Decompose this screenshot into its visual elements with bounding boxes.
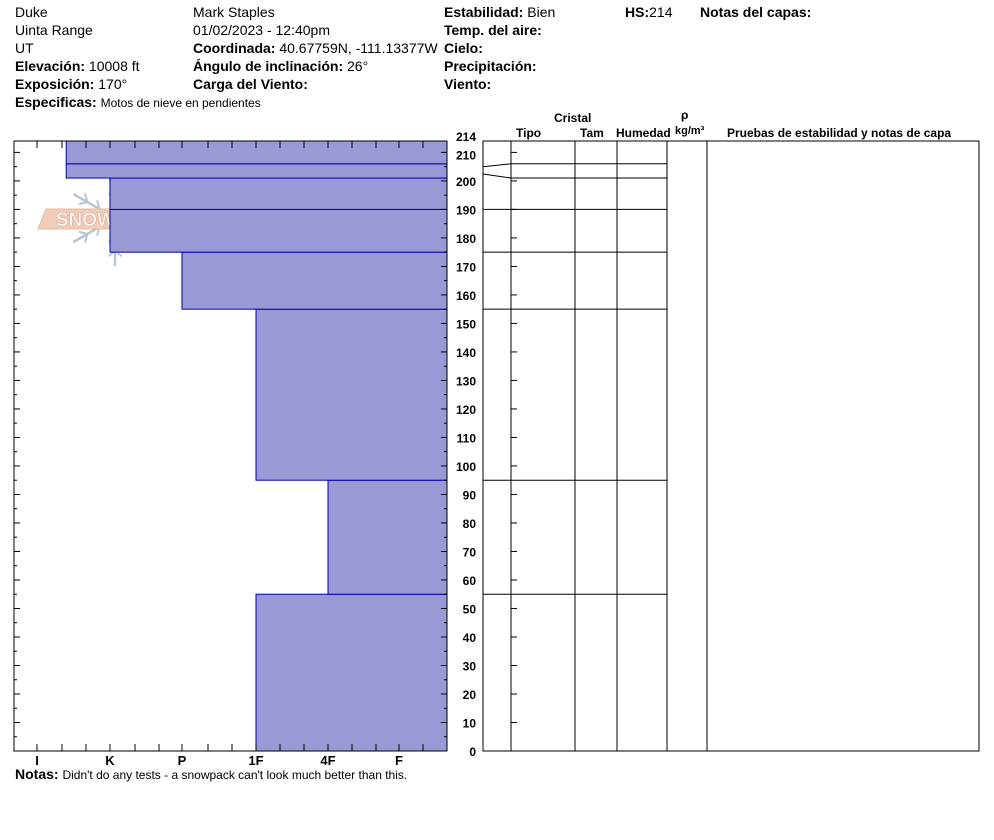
y-tick-label: 110 [457,431,477,445]
y-tick-label: 140 [456,346,476,360]
y-tick-label: 130 [456,374,476,388]
hardness-bar [65,163,448,179]
y-tick-label: 170 [456,260,476,274]
y-tick-label: 40 [463,631,477,645]
coordinate-value: 40.67759N, -111.13377W [279,40,438,56]
y-tick-label: 80 [463,517,477,531]
type-header: Tipo [516,126,542,140]
elevation-label: Elevación: [15,58,86,74]
observer-name: Mark Staples [193,4,275,20]
hs-value: 214 [649,4,673,20]
slope-field: Ángulo de inclinación: 26° [193,58,368,75]
aspect-value: 170° [98,76,128,92]
hardness-label: 1F [248,753,263,768]
stability-field: Estabilidad: Bien [444,4,555,21]
stability-value: Bien [527,4,556,20]
elevation-value: 10008 ft [88,58,140,74]
wind-label: Viento: [444,76,492,92]
y-tick-label: 90 [463,488,477,502]
hardness-label: 4F [320,753,335,768]
y-tick-label: 150 [456,317,476,331]
hardness-bar [327,479,448,595]
hardness-bar [109,208,448,253]
aspect-label: Exposición: [15,76,95,92]
notes-value: Didn't do any tests - a snowpack can't l… [62,768,408,782]
slope-label: Ángulo de inclinación: [193,58,344,74]
elevation-field: Elevación: 10008 ft [15,58,140,75]
density-unit-header: kg/m³ [675,125,705,137]
y-tick-label: 160 [456,289,476,303]
y-tick-label: 214 [456,130,476,144]
coordinate-label: Coordinada: [193,40,276,56]
specifics-value: Motos de nieve en pendientes [100,96,261,110]
crystal-header: Cristal [554,111,592,125]
tests-header: Pruebas de estabilidad y notas de capa [727,126,952,140]
layer-notes-label: Notas del capas: [700,4,812,20]
hardness-bar [109,177,448,210]
stability-label: Estabilidad: [444,4,524,20]
hardness-label: F [395,753,403,768]
y-tick-label: 50 [463,602,477,616]
slope-value: 26° [347,58,369,74]
hardness-bar [255,593,448,752]
hardness-bar [181,251,448,310]
rho-header: ρ [681,108,689,122]
hardness-bar [65,140,448,165]
y-tick-label: 70 [463,545,477,559]
state-name: UT [15,40,34,56]
aspect-field: Exposición: 170° [15,76,127,93]
hardness-label: K [105,753,115,768]
wind-field: Viento: [444,76,491,93]
y-tick-label: 120 [456,403,476,417]
y-tick-label: 190 [456,203,476,217]
y-tick-label: 180 [456,232,476,246]
y-tick-label: 0 [469,745,476,759]
y-tick-label: 20 [463,688,477,702]
plot-frame [13,140,448,752]
y-tick-label: 10 [463,716,477,730]
size-header: Tam [580,126,604,140]
specifics-label: Especificas: [15,94,97,110]
layer-table-frame [482,140,980,752]
air-temp-field: Temp. del aire: [444,22,542,39]
y-tick-label: 30 [463,659,477,673]
air-temp-label: Temp. del aire: [444,22,542,38]
notes-label: Notas: [15,766,59,782]
y-tick-label: 60 [463,574,477,588]
wind-load-field: Carga del Viento: [193,76,308,93]
sky-field: Cielo: [444,40,483,57]
precip-label: Precipitación: [444,58,537,74]
precip-field: Precipitación: [444,58,537,75]
moisture-header: Humedad [616,126,671,140]
notes-field: Notas: Didn't do any tests - a snowpack … [15,766,407,784]
layer-connector-line [482,173,512,179]
specifics-field: Especificas: Motos de nieve en pendiente… [15,94,261,112]
hs-label: HS: [625,4,650,20]
hs-field: HS:214 [625,4,672,21]
location-name: Duke [15,4,48,20]
coordinate-field: Coordinada: 40.67759N, -111.13377W [193,40,438,57]
range-name: Uinta Range [15,22,93,38]
y-tick-label: 200 [456,175,476,189]
hardness-label: P [178,753,187,768]
y-tick-label: 210 [456,148,476,162]
wind-load-label: Carga del Viento: [193,76,308,92]
observation-datetime: 01/02/2023 - 12:40pm [193,22,330,38]
layer-connector-line [482,163,512,168]
y-tick-label: 100 [456,460,476,474]
sky-label: Cielo: [444,40,483,56]
hardness-label: I [35,753,39,768]
hardness-bar [255,308,448,481]
